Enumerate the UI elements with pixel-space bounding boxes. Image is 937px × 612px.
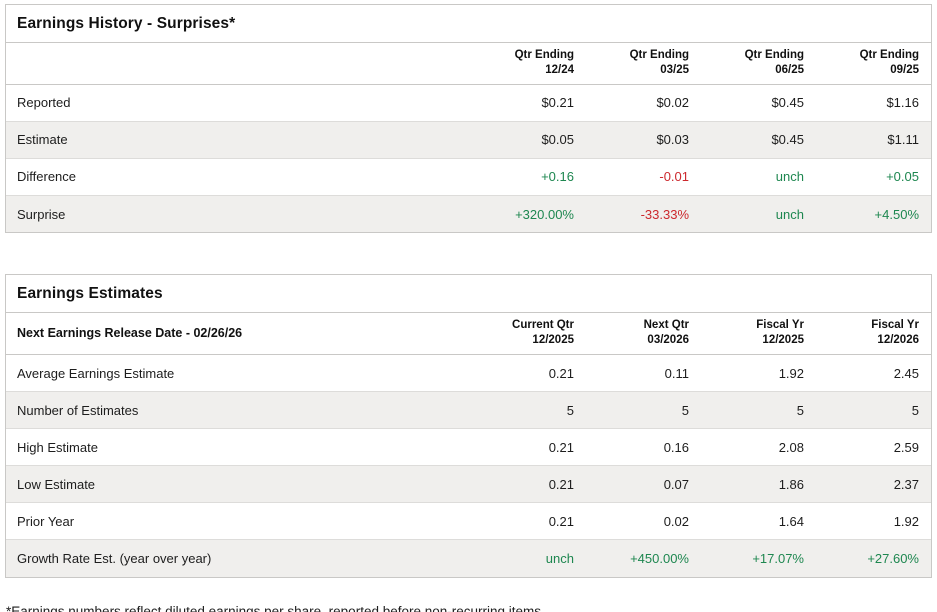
value-cell: $0.45 [701, 84, 816, 122]
column-header-fiscal-yr-2025: Fiscal Yr 12/2025 [701, 313, 816, 356]
row-label: Growth Rate Est. (year over year) [6, 539, 471, 577]
column-header-line1: Fiscal Yr [871, 319, 919, 332]
row-label: Number of Estimates [6, 391, 471, 430]
estimates-table: Next Earnings Release Date - 02/26/26 Cu… [6, 313, 931, 577]
value-cell: 5 [586, 391, 701, 430]
column-header-current-qtr: Current Qtr 12/2025 [471, 313, 586, 356]
value-cell: 0.16 [586, 428, 701, 467]
column-header-line2: 12/24 [545, 63, 574, 76]
value-cell: -0.01 [586, 158, 701, 196]
value-cell: 0.07 [586, 465, 701, 504]
estimates-table-box: Earnings Estimates Next Earnings Release… [5, 274, 932, 578]
column-header-line2: 03/25 [660, 63, 689, 76]
next-earnings-release-date: Next Earnings Release Date - 02/26/26 [6, 313, 471, 356]
value-cell: 0.21 [471, 354, 586, 393]
column-header-line2: 03/2026 [647, 334, 689, 347]
column-header-line2: 09/25 [890, 63, 919, 76]
value-cell: 5 [816, 391, 931, 430]
value-cell: $0.45 [701, 121, 816, 159]
column-header-line1: Qtr Ending [629, 49, 689, 61]
value-cell: $1.16 [816, 84, 931, 122]
column-header-line2: 12/2026 [877, 334, 919, 347]
value-cell: -33.33% [586, 195, 701, 233]
row-label: Surprise [6, 195, 471, 233]
value-cell: +320.00% [471, 195, 586, 233]
row-label: Prior Year [6, 502, 471, 541]
column-header-line1: Fiscal Yr [756, 319, 804, 332]
earnings-footnote: *Earnings numbers reflect diluted earnin… [6, 603, 545, 612]
surprises-title: Earnings History - Surprises* [6, 5, 931, 43]
value-cell: $0.05 [471, 121, 586, 159]
row-label: Low Estimate [6, 465, 471, 504]
column-header-line2: 12/2025 [532, 334, 574, 347]
column-header-line1: Qtr Ending [744, 49, 804, 61]
table-row-low-estimate: Low Estimate 0.21 0.07 1.86 2.37 [6, 465, 931, 504]
value-cell: 5 [471, 391, 586, 430]
column-header-fiscal-yr-2026: Fiscal Yr 12/2026 [816, 313, 931, 356]
table-row-growth-rate-est: Growth Rate Est. (year over year) unch +… [6, 539, 931, 577]
value-cell: $0.21 [471, 84, 586, 122]
value-cell: +450.00% [586, 539, 701, 577]
column-header-qtr-0625: Qtr Ending 06/25 [701, 43, 816, 85]
column-header-qtr-0325: Qtr Ending 03/25 [586, 43, 701, 85]
value-cell: $0.03 [586, 121, 701, 159]
table-row-reported: Reported $0.21 $0.02 $0.45 $1.16 [6, 84, 931, 122]
value-cell: +27.60% [816, 539, 931, 577]
value-cell: $0.02 [586, 84, 701, 122]
row-label: High Estimate [6, 428, 471, 467]
estimates-header-row: Next Earnings Release Date - 02/26/26 Cu… [6, 313, 931, 356]
value-cell: 1.64 [701, 502, 816, 541]
value-cell: +0.16 [471, 158, 586, 196]
value-cell: $1.11 [816, 121, 931, 159]
value-cell: 0.21 [471, 465, 586, 504]
value-cell: 2.37 [816, 465, 931, 504]
value-cell: 0.21 [471, 502, 586, 541]
row-label: Average Earnings Estimate [6, 354, 471, 393]
column-header-line1: Current Qtr [512, 319, 574, 332]
table-row-prior-year: Prior Year 0.21 0.02 1.64 1.92 [6, 502, 931, 541]
estimates-title: Earnings Estimates [6, 275, 931, 314]
value-cell: 5 [701, 391, 816, 430]
column-header-line1: Qtr Ending [859, 49, 919, 61]
value-cell: unch [471, 539, 586, 577]
value-cell: +0.05 [816, 158, 931, 196]
value-cell: +4.50% [816, 195, 931, 233]
column-header-line2: 12/2025 [762, 334, 804, 347]
value-cell: +17.07% [701, 539, 816, 577]
table-row-surprise: Surprise +320.00% -33.33% unch +4.50% [6, 195, 931, 233]
row-label: Difference [6, 158, 471, 196]
table-row-difference: Difference +0.16 -0.01 unch +0.05 [6, 158, 931, 196]
column-header-qtr-0925: Qtr Ending 09/25 [816, 43, 931, 85]
value-cell: 1.92 [701, 354, 816, 393]
value-cell: unch [701, 158, 816, 196]
table-row-high-estimate: High Estimate 0.21 0.16 2.08 2.59 [6, 428, 931, 467]
table-row-estimate: Estimate $0.05 $0.03 $0.45 $1.11 [6, 121, 931, 159]
value-cell: 2.08 [701, 428, 816, 467]
surprises-table-box: Earnings History - Surprises* Qtr Ending… [5, 4, 932, 234]
row-label: Reported [6, 84, 471, 122]
surprises-table: Qtr Ending 12/24 Qtr Ending 03/25 Qtr En… [6, 43, 931, 233]
surprises-header-spacer [6, 43, 471, 85]
value-cell: 2.59 [816, 428, 931, 467]
value-cell: 0.21 [471, 428, 586, 467]
table-row-average-earnings-estimate: Average Earnings Estimate 0.21 0.11 1.92… [6, 354, 931, 393]
column-header-line1: Next Qtr [643, 319, 689, 332]
row-label: Estimate [6, 121, 471, 159]
surprises-header-row: Qtr Ending 12/24 Qtr Ending 03/25 Qtr En… [6, 43, 931, 85]
column-header-line2: 06/25 [775, 63, 804, 76]
value-cell: unch [701, 195, 816, 233]
column-header-qtr-1224: Qtr Ending 12/24 [471, 43, 586, 85]
table-row-number-of-estimates: Number of Estimates 5 5 5 5 [6, 391, 931, 430]
value-cell: 0.02 [586, 502, 701, 541]
value-cell: 1.86 [701, 465, 816, 504]
column-header-line1: Qtr Ending [514, 49, 574, 61]
value-cell: 1.92 [816, 502, 931, 541]
value-cell: 2.45 [816, 354, 931, 393]
column-header-next-qtr: Next Qtr 03/2026 [586, 313, 701, 356]
value-cell: 0.11 [586, 354, 701, 393]
